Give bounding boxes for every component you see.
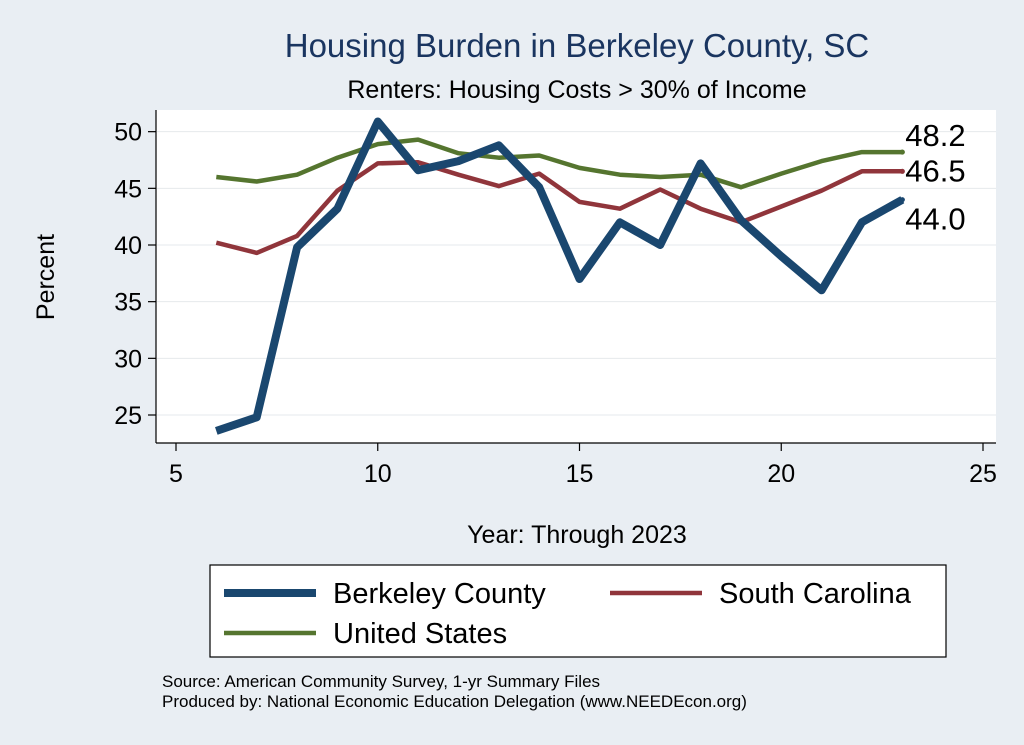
series-end-point-south-carolina bbox=[899, 168, 905, 174]
x-tick-label: 25 bbox=[969, 460, 997, 488]
source-note: Source: American Community Survey, 1-yr … bbox=[162, 672, 600, 691]
y-tick-label: 40 bbox=[114, 232, 142, 260]
end-labels: 44.0 46.548.2 bbox=[905, 118, 965, 237]
y-axis-label: Percent bbox=[32, 234, 60, 320]
series-line-south-carolina bbox=[215, 160, 903, 256]
x-tick-label: 10 bbox=[364, 460, 392, 488]
series-lines bbox=[215, 117, 905, 435]
legend-label-south-carolina: South Carolina bbox=[719, 578, 912, 610]
y-tick-label: 35 bbox=[114, 289, 142, 317]
y-tick-label: 50 bbox=[114, 119, 142, 147]
produced-by-note: Produced by: National Economic Education… bbox=[162, 692, 747, 711]
y-tick-label: 30 bbox=[114, 345, 142, 373]
y-axis-ticks: 25 30 35 40 45 50 bbox=[114, 119, 156, 430]
legend: Berkeley County South Carolina United Stat… bbox=[224, 578, 912, 650]
series-line-united-states bbox=[216, 137, 903, 190]
legend-label-united-states: United States bbox=[333, 618, 507, 650]
series-end-point-berkeley-county bbox=[899, 197, 905, 203]
end-label-berkeley-county: 44.0 bbox=[905, 202, 965, 237]
x-axis-ticks: 5 10 15 20 25 bbox=[169, 443, 997, 488]
x-tick-label: 20 bbox=[767, 460, 795, 488]
legend-label-berkeley-county: Berkeley County bbox=[333, 578, 546, 610]
chart-title: Housing Burden in Berkeley County, SC bbox=[285, 27, 870, 64]
chart-subtitle: Renters: Housing Costs > 30% of Income bbox=[347, 76, 806, 104]
x-tick-label: 5 bbox=[169, 460, 183, 488]
y-tick-label: 25 bbox=[114, 402, 142, 430]
legend-box bbox=[209, 564, 947, 658]
series-line-berkeley-county bbox=[215, 117, 905, 435]
series-end-point-united-states bbox=[899, 149, 905, 155]
x-tick-label: 15 bbox=[566, 460, 594, 488]
x-axis-label: Year: Through 2023 bbox=[467, 521, 687, 549]
y-tick-label: 45 bbox=[114, 175, 142, 203]
end-label-south-carolina: 46.5 bbox=[905, 153, 965, 188]
end-label-united-states: 48.2 bbox=[905, 118, 965, 153]
